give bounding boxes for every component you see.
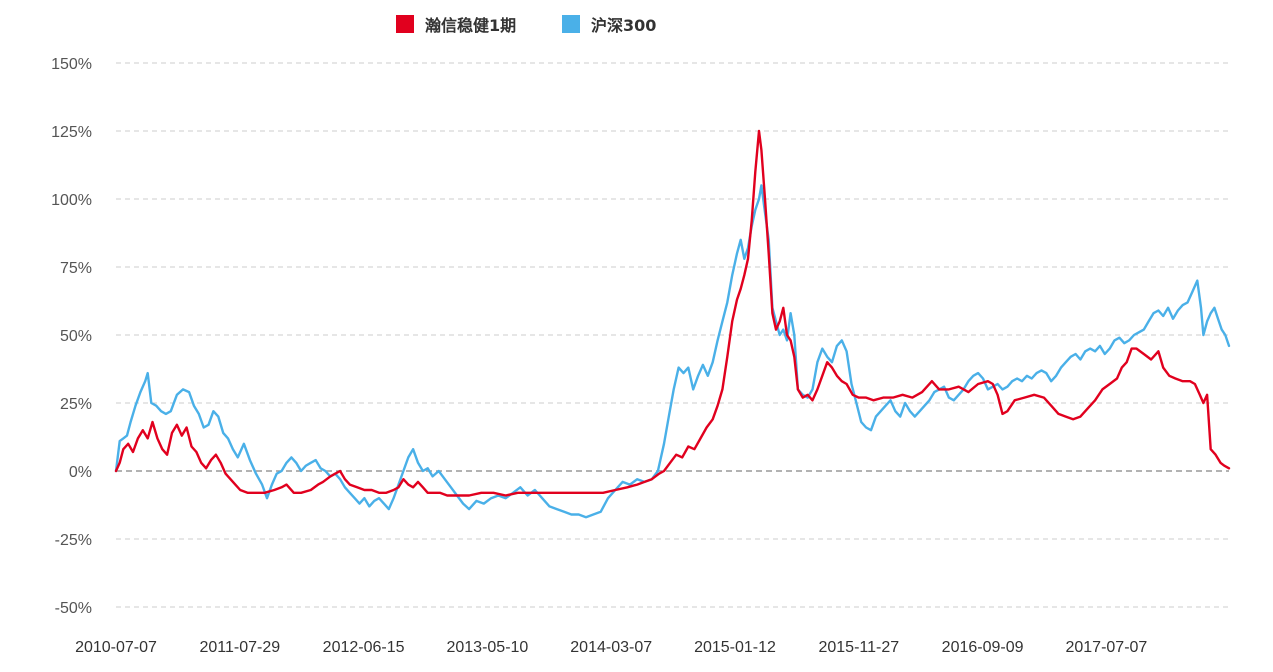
x-tick-label: 2013-05-10: [446, 639, 528, 656]
legend-swatch-1[interactable]: [562, 15, 580, 33]
y-tick-label: 100%: [51, 192, 92, 209]
series-line-0[interactable]: [114, 129, 1231, 497]
x-axis-ticks: 2010-07-07 2011-07-29 2012-06-15 2013-05-10…: [75, 639, 1147, 656]
x-tick-label: 2012-06-15: [323, 639, 405, 656]
y-tick-label: 25%: [60, 396, 92, 413]
legend-label-0[interactable]: 瀚信稳健1期: [424, 16, 516, 35]
x-tick-label: 2016-09-09: [942, 639, 1024, 656]
y-tick-label: -25%: [55, 532, 92, 549]
x-tick-label: 2014-03-07: [570, 639, 652, 656]
legend-swatch-0[interactable]: [396, 15, 414, 33]
grid: [116, 62, 1229, 608]
series-lines: [114, 129, 1231, 519]
legend: 瀚信稳健1期 沪深300: [396, 15, 656, 35]
y-tick-label: 125%: [51, 124, 92, 141]
x-tick-label: 2010-07-07: [75, 639, 157, 656]
y-tick-label: 75%: [60, 260, 92, 277]
legend-label-1[interactable]: 沪深300: [591, 16, 656, 35]
y-tick-label: 150%: [51, 56, 92, 73]
y-tick-label: 50%: [60, 328, 92, 345]
series-line-1[interactable]: [114, 184, 1231, 519]
x-tick-label: 2011-07-29: [199, 639, 280, 656]
x-tick-label: 2015-11-27: [818, 639, 899, 656]
x-tick-label: 2017-07-07: [1065, 639, 1147, 656]
y-tick-label: 0%: [69, 464, 92, 481]
x-tick-label: 2015-01-12: [694, 639, 776, 656]
y-tick-label: -50%: [55, 600, 92, 617]
y-axis-ticks: 150% 125% 100% 75% 50% 25% 0% -25% -50%: [51, 56, 92, 617]
